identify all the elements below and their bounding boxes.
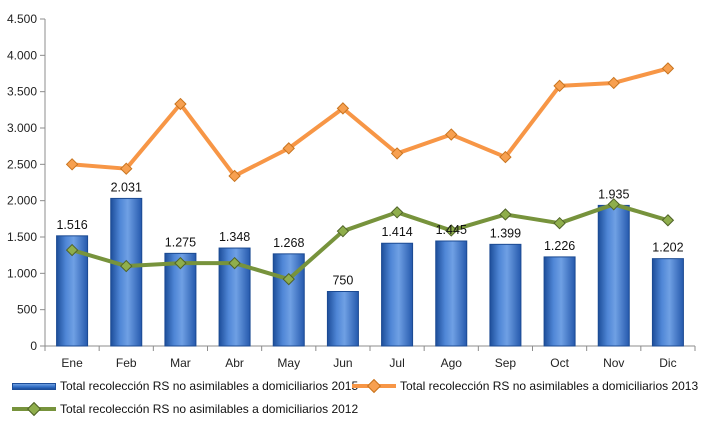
legend-label-2015: Total recolección RS no asimilables a do… [60, 379, 359, 393]
line-2012-marker [174, 256, 187, 270]
y-tick-label: 0 [30, 339, 37, 353]
x-tick-label: Feb [116, 356, 137, 370]
line-2012-marker [65, 243, 79, 257]
bar [651, 258, 684, 347]
bar-data-label: 1.445 [436, 223, 467, 237]
x-tick-label: Jul [389, 356, 404, 370]
bar-data-label: 1.414 [381, 225, 412, 239]
legend-item-2012: Total recolección RS no asimilables a do… [12, 401, 359, 417]
line-2013-marker [336, 102, 350, 115]
bar [543, 256, 576, 347]
line-2012-marker [499, 208, 512, 221]
line-2013-marker [661, 62, 675, 75]
y-tick-label: 3.500 [7, 85, 37, 99]
bar-data-label: 1.226 [544, 239, 575, 253]
bar-data-label: 1.275 [165, 235, 196, 249]
legend-swatch-2015 [12, 382, 56, 390]
line-2012-marker [607, 198, 620, 211]
legend-item-2015: Total recolección RS no asimilables a do… [12, 379, 358, 393]
x-tick-label: Mar [170, 356, 191, 370]
x-tick-label: Oct [550, 356, 569, 370]
y-tick-label: 500 [17, 303, 37, 317]
legend-swatch-2012 [12, 401, 56, 417]
line-2013-marker [499, 150, 512, 164]
x-tick-label: Jun [333, 356, 352, 370]
y-tick-label: 3.000 [7, 121, 37, 135]
y-tick-label: 1.500 [7, 230, 37, 244]
line-2013-marker [228, 169, 241, 183]
line-2013-marker [174, 97, 187, 111]
line-2013-marker [445, 128, 458, 141]
legend-item-2013: Total recolección RS no asimilables a do… [352, 378, 699, 394]
bar-data-label: 1.935 [598, 187, 629, 201]
bar-data-label: 2.031 [111, 180, 142, 194]
legend-swatch-2013 [352, 378, 396, 394]
y-tick-label: 4.000 [7, 48, 37, 62]
line-2013-marker [390, 147, 404, 160]
line-2012-marker [120, 259, 133, 273]
bar [381, 242, 414, 347]
line-2012-marker [661, 214, 675, 227]
bar-data-label: 1.268 [273, 236, 304, 250]
legend-label-2013: Total recolección RS no asimilables a do… [400, 379, 699, 393]
line-series [65, 62, 675, 286]
line-2012-marker [228, 256, 241, 270]
bar [326, 291, 359, 347]
line-2012-marker [336, 224, 350, 238]
x-tick-label: Sep [495, 356, 517, 370]
line-2012-marker [445, 224, 458, 237]
line-2013-path [71, 66, 669, 178]
bar [597, 204, 630, 347]
data-labels: 1.516 2.031 1.275 1.348 1.268 750 1.414 1.445 1.… [56, 180, 683, 287]
line-2013-marker [607, 76, 620, 90]
y-tick-label: 1.000 [7, 266, 37, 280]
line-2012-marker [282, 272, 295, 286]
line-2012-marker [553, 216, 566, 230]
bar-data-label: 1.348 [219, 230, 250, 244]
y-tick-label: 2.000 [7, 194, 37, 208]
bar [435, 240, 468, 347]
x-tick-label: Ago [441, 356, 463, 370]
bar [489, 243, 522, 347]
x-tick-label: Ene [61, 356, 83, 370]
y-tick-label: 2.500 [7, 157, 37, 171]
line-2013-marker [282, 142, 295, 155]
bar-data-label: 1.516 [56, 218, 87, 232]
line-2013-marker [65, 158, 79, 171]
axes: 0 500 1.000 1.500 2.000 2.500 3.000 3.500 4.000 4… [7, 12, 696, 370]
bar-data-label: 1.202 [652, 241, 683, 255]
bar-data-label: 1.399 [490, 226, 521, 240]
line-2013-marker [120, 162, 133, 175]
line-2013-marker [553, 79, 566, 93]
x-tick-label: Nov [603, 356, 624, 370]
x-tick-label: May [277, 356, 300, 370]
y-tick-label: 4.500 [7, 12, 37, 26]
legend-label-2012: Total recolección RS no asimilables a do… [60, 402, 359, 416]
line-2012-path [71, 202, 669, 282]
x-tick-label: Abr [225, 356, 244, 370]
x-tick-label: Dic [659, 356, 676, 370]
bar-data-label: 750 [332, 274, 353, 288]
line-2012-marker [390, 206, 404, 219]
